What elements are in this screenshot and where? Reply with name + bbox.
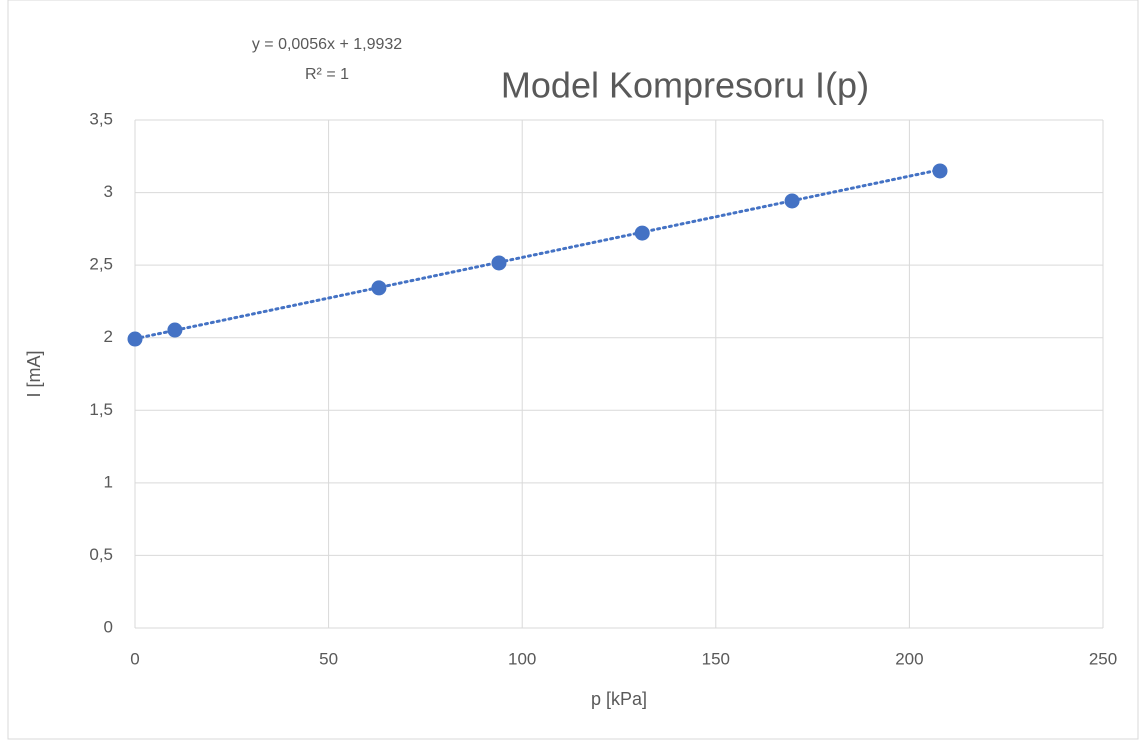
x-tick-label: 250 (1089, 649, 1117, 668)
y-tick-label: 0 (104, 617, 113, 636)
data-point (371, 280, 387, 296)
y-tick-label: 1 (104, 472, 113, 491)
x-tick-label: 50 (319, 649, 338, 668)
y-tick-label: 0,5 (89, 545, 113, 564)
trendline-r2: R² = 1 (305, 66, 349, 83)
data-point (932, 163, 948, 179)
x-axis-title: p [kPa] (591, 689, 647, 709)
y-tick-label: 3 (104, 182, 113, 201)
trendline-equation: y = 0,0056x + 1,9932 (252, 36, 402, 53)
data-point (167, 322, 183, 338)
y-tick-label: 3,5 (89, 109, 113, 128)
data-point (491, 255, 507, 271)
y-tick-label: 2,5 (89, 255, 113, 274)
chart-border (7, 0, 1139, 740)
y-tick-label: 1,5 (89, 400, 113, 419)
y-tick-label: 2 (104, 327, 113, 346)
x-tick-label: 0 (130, 649, 139, 668)
y-axis-title: I [mA] (24, 350, 44, 397)
chart-title: Model Kompresoru I(p) (501, 65, 869, 106)
data-point (127, 331, 143, 347)
trendline (133, 168, 942, 341)
x-tick-label: 200 (895, 649, 923, 668)
x-tick-label: 150 (702, 649, 730, 668)
x-tick-label: 100 (508, 649, 536, 668)
data-point (634, 225, 650, 241)
data-point (784, 193, 800, 209)
